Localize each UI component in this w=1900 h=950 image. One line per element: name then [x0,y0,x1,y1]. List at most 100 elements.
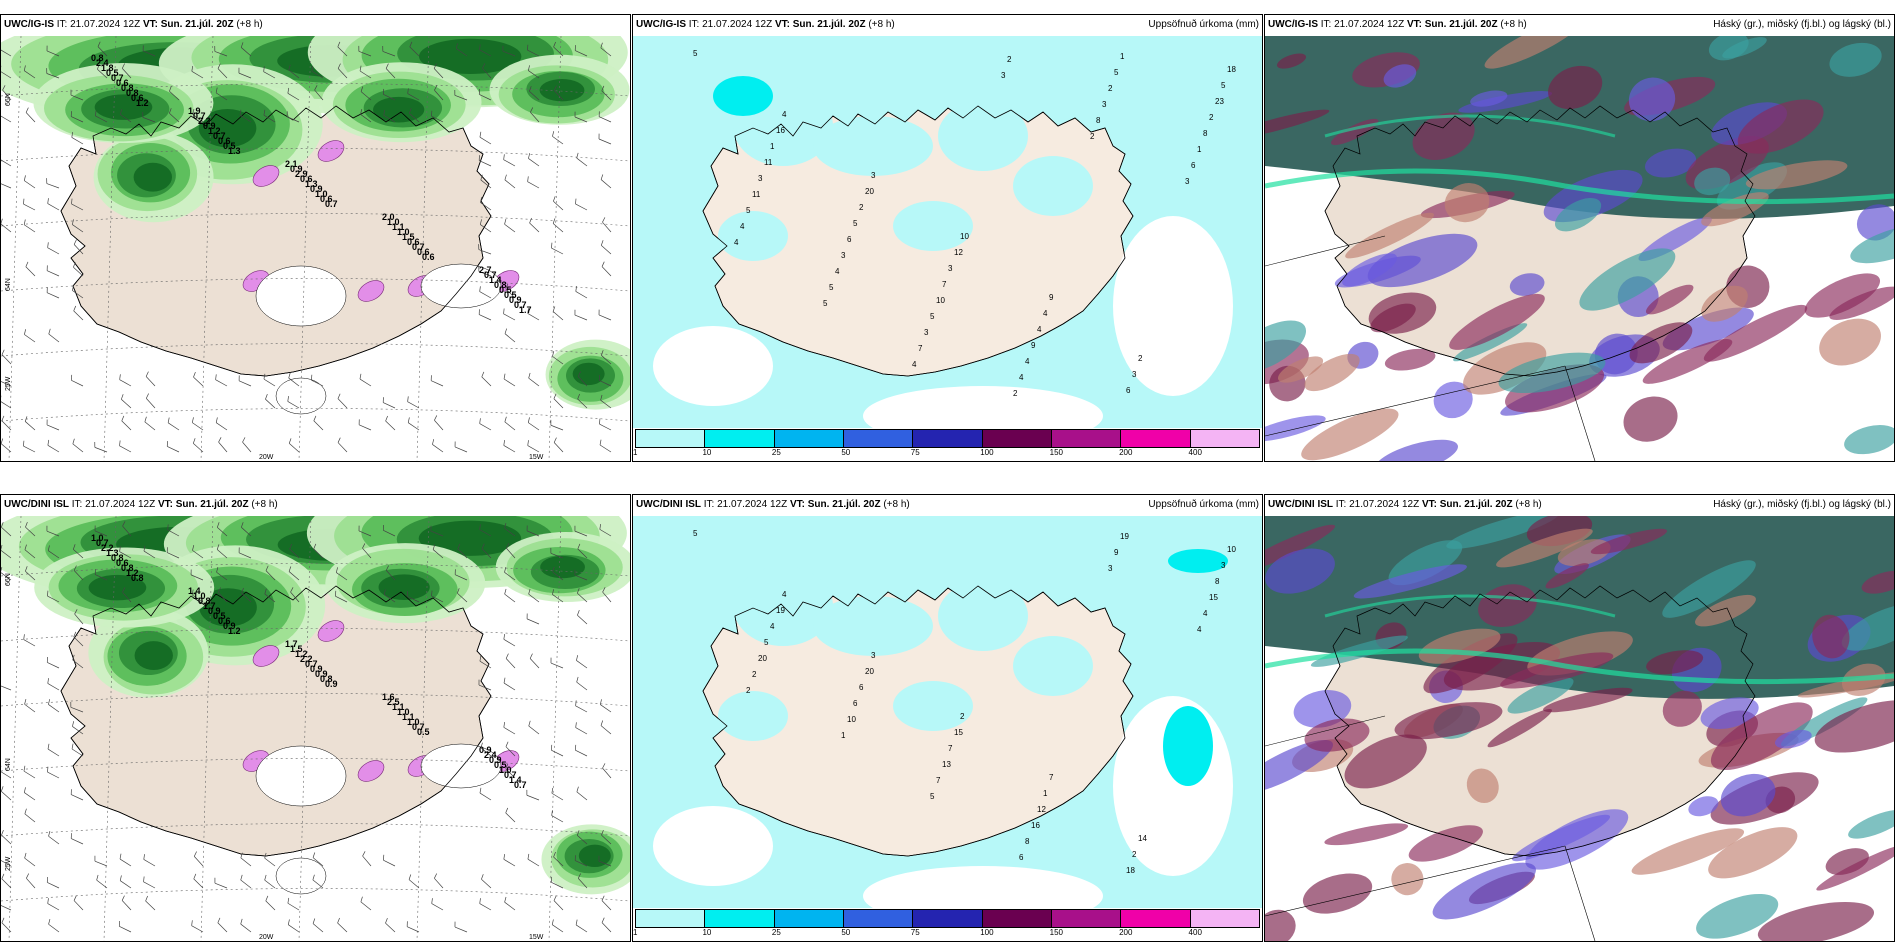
accum-value-label: 5 [693,529,698,538]
colorbar-swatch [1051,910,1122,927]
accum-value-label: 13 [942,760,951,769]
accum-value-label: 1 [841,731,846,740]
colorbar-swatch [982,430,1052,447]
accum-value-label: 6 [853,699,858,708]
precip-value-label: 0.9 [290,164,303,174]
model-name: UWC/DINI ISL [4,499,69,510]
colorbar: 1 10 25 50 75 100 150 200 400 [633,428,1262,461]
precip-value-label: 1.7 [285,639,298,649]
colorbar: 1 10 25 50 75 100 150 200 400 [633,908,1262,941]
valid-time: Sun. 21.júl. 20Z [175,499,249,510]
accum-value-label: 4 [912,360,917,369]
precip-value-label: 1.2 [136,98,149,108]
it-label: IT: [1320,19,1332,30]
precip-value-label: 0.9 [208,606,221,616]
precip-value-label: 0.8 [198,596,211,606]
precip-value-label: 1.5 [290,644,303,654]
precip-value-label: 0.6 [131,93,144,103]
region-borders [1265,715,1596,941]
precip-value-label: 2.2 [300,654,313,664]
accum-value-label: 2 [1138,354,1143,363]
accum-value-label: 11 [752,190,761,199]
accum-value-label: 8 [1025,837,1030,846]
accum-value-label: 3 [871,171,876,180]
precip-value-label: 0.6 [218,136,231,146]
precip-value-label: 0.5 [213,611,226,621]
accum-value-label: 12 [1037,805,1046,814]
precip-value-label: 0.9 [223,621,236,631]
colorbar-tick-label: 200 [1119,928,1133,937]
accum-field [653,549,1233,908]
colorbar-tick-label: 400 [1188,928,1202,937]
precip-value-label: 0.7 [325,199,338,209]
accum-value-label: 23 [1215,97,1224,106]
precip-value-label: 0.7 [305,659,318,669]
lat-label: 66N [5,93,12,106]
accum-value-label: 5 [764,638,769,647]
precip-value-label: 1.0 [407,717,420,727]
colorbar-swatch [636,910,706,927]
precip-value-label: 0.9 [489,755,502,765]
precip-value-label: 2.4 [484,750,497,760]
precip-value-label: 2.4 [96,58,109,68]
map-canvas[interactable] [1265,516,1894,941]
model-name: UWC/IG-IS [4,19,54,30]
precip-value-label: 0.8 [121,83,134,93]
accum-value-label: 5 [930,792,935,801]
vt-label: VT: [1421,499,1437,510]
map-panel-p1: UWC/IG-IS IT: 21.07.2024 12Z VT: Sun. 21… [0,14,631,462]
panel-header: UWC/DINI ISL IT: 21.07.2024 12Z VT: Sun.… [633,495,1262,515]
accum-value-label: 7 [948,744,953,753]
accum-value-label: 8 [1096,116,1101,125]
precip-value-label: 0.6 [407,237,420,247]
accum-value-label: 20 [865,187,874,196]
precip-value-label: 0.7 [514,300,527,310]
precip-value-label: 0.7 [514,780,527,790]
accum-value-label: 2 [859,203,864,212]
accum-value-label: 5 [853,219,858,228]
map-panel-p2: UWC/IG-IS IT: 21.07.2024 12Z VT: Sun. 21… [632,14,1263,462]
colorbar-swatch [843,910,914,927]
precip-value-label: 0.8 [320,674,333,684]
accum-value-label: 5 [1221,81,1226,90]
vt-label: VT: [789,499,805,510]
map-canvas[interactable] [1265,36,1894,461]
accum-value-label: 2 [1090,132,1095,141]
accum-value-label: 8 [1215,577,1220,586]
model-name: UWC/DINI ISL [636,499,701,510]
it-label: IT: [71,499,83,510]
accum-value-label: 3 [871,651,876,660]
colorbar-swatch [1121,430,1191,447]
accum-value-label: 5 [693,49,698,58]
map-panel-p6: UWC/DINI ISL IT: 21.07.2024 12Z VT: Sun.… [1264,494,1895,942]
accum-value-label: 12 [954,248,963,257]
accum-value-label: 9 [1031,341,1036,350]
map-panel-p3: UWC/IG-IS IT: 21.07.2024 12Z VT: Sun. 21… [1264,14,1895,462]
panel-header: UWC/DINI ISL IT: 21.07.2024 12Z VT: Sun.… [1,495,630,515]
precip-value-label: 0.6 [116,78,129,88]
colorbar-tick-label: 25 [771,928,781,937]
precip-value-label: 1.3 [106,548,119,558]
accum-value-label: 4 [1037,325,1042,334]
accum-value-label: 8 [1203,129,1208,138]
accum-value-label: 7 [936,776,941,785]
map-canvas[interactable]: 0.81.92.12.02.72.40.70.91.00.71.82.22.91… [1,36,630,461]
map-canvas[interactable]: 5431092181620124351234623115791236104581… [633,36,1262,428]
precip-value-label: 0.6 [300,174,313,184]
initial-time: 21.07.2024 12Z [702,19,773,30]
colorbar-tick-label: 100 [980,928,994,937]
precip-value-label: 0.9 [479,745,492,755]
precip-value-label: 2.7 [479,265,492,275]
accum-value-label: 5 [829,283,834,292]
colorbar-swatch [843,430,914,447]
colorbar-tick-label: 10 [702,928,712,937]
accum-value-label: 4 [734,238,739,247]
accum-value-label: 1 [1043,789,1048,798]
accum-value-label: 7 [942,280,947,289]
colorbar-swatch [1190,910,1259,927]
accum-value-label: 9 [1114,548,1119,557]
wind-barbs [1,521,612,933]
map-canvas[interactable]: 5432714101920151234671218856131619152010… [633,516,1262,908]
accum-value-label: 4 [1025,357,1030,366]
map-canvas[interactable]: 1.01.41.71.60.90.71.01.52.52.42.20.81.21… [1,516,630,941]
